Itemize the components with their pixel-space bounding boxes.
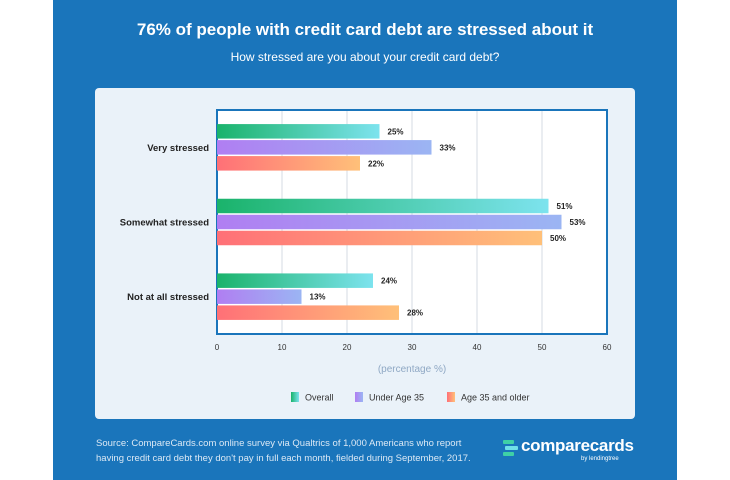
logo-mark-icon (503, 440, 518, 456)
legend-label: Age 35 and older (461, 393, 530, 403)
x-tick-label: 50 (538, 343, 547, 352)
logo-text: comparecards (521, 436, 634, 455)
x-tick-label: 20 (343, 343, 352, 352)
data-label: 28% (407, 309, 423, 318)
x-tick-label: 40 (473, 343, 482, 352)
infographic-panel: 76% of people with credit card debt are … (53, 0, 677, 480)
legend-label: Under Age 35 (369, 393, 424, 403)
data-label: 51% (557, 202, 573, 211)
category-label: Somewhat stressed (120, 218, 209, 229)
bar (217, 124, 380, 139)
data-label: 53% (570, 218, 586, 227)
bar (217, 140, 432, 155)
bar (217, 273, 373, 288)
legend-swatch (447, 392, 455, 402)
logo-subtext: by lendingtree (581, 456, 619, 462)
bar (217, 289, 302, 304)
comparecards-logo: comparecards by lendingtree (503, 436, 673, 466)
source-line-1: Source: CompareCards.com online survey v… (96, 438, 462, 449)
chart-card: 0 10 20 30 40 50 60 Very stressed 25% 33% 22% Somew… (95, 88, 635, 419)
bar (217, 198, 549, 214)
x-tick-label: 0 (215, 343, 220, 352)
chart-subtitle: How stressed are you about your credit c… (230, 50, 500, 64)
category-label: Not at all stressed (127, 292, 209, 303)
x-axis-label: (percentage %) (378, 364, 446, 375)
source-note: Source: CompareCards.com online survey v… (96, 436, 496, 466)
bar (217, 305, 399, 320)
data-label: 50% (550, 234, 566, 243)
source-line-2: having credit card debt they don't pay i… (96, 453, 471, 464)
bar-chart: 0 10 20 30 40 50 60 Very stressed 25% 33% 22% Somew… (120, 109, 612, 403)
data-label: 13% (310, 293, 326, 302)
bar (217, 230, 542, 246)
legend-swatch (355, 392, 363, 402)
x-tick-label: 30 (408, 343, 417, 352)
category-label: Very stressed (147, 143, 209, 154)
legend-label: Overall (305, 393, 334, 403)
x-tick-label: 10 (278, 343, 287, 352)
data-label: 33% (440, 143, 456, 152)
chart-title: 76% of people with credit card debt are … (136, 20, 594, 39)
x-tick-label: 60 (603, 343, 612, 352)
data-label: 24% (381, 277, 397, 286)
bar (217, 156, 360, 171)
legend-swatch (291, 392, 299, 402)
data-label: 25% (388, 127, 404, 136)
bar (217, 214, 562, 230)
data-label: 22% (368, 159, 384, 168)
